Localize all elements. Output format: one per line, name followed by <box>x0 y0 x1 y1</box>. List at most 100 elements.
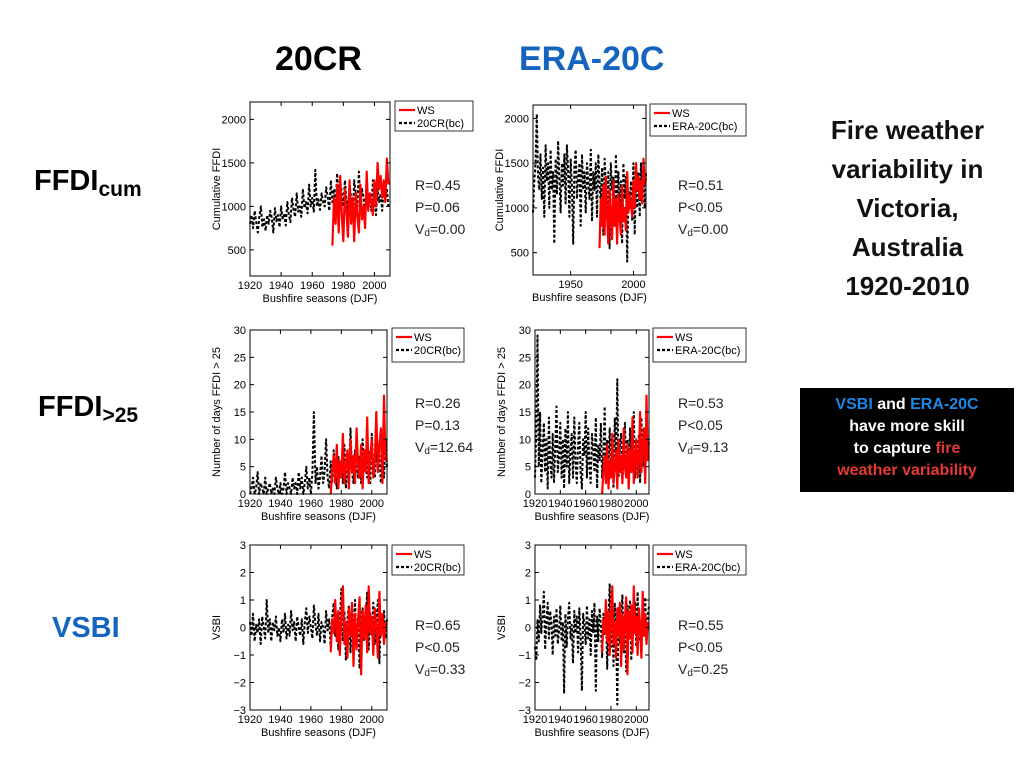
stat-r: R=0.55 <box>678 617 724 633</box>
legend-label-ws: WS <box>414 332 432 344</box>
x-tick-label: 1920 <box>238 280 262 292</box>
legend-box <box>394 100 474 132</box>
stat-r: R=0.65 <box>415 617 461 633</box>
y-tick-label: 2 <box>240 568 246 580</box>
series-ws-line <box>601 585 649 676</box>
axes-frame <box>532 104 647 276</box>
y-tick-label: 25 <box>234 352 246 364</box>
x-axis-label: Bushfire seasons (DJF) <box>261 727 376 739</box>
x-tick-label: 2000 <box>624 498 648 510</box>
y-tick-label: −2 <box>233 678 246 690</box>
legend-label-reanalysis: ERA-20C(bc) <box>675 345 740 357</box>
side-title-line: Australia <box>851 232 964 262</box>
y-tick-label: 3 <box>525 540 531 552</box>
x-tick-label: 2000 <box>362 280 386 292</box>
side-title-line: variability in <box>831 154 984 184</box>
y-tick-label: −3 <box>233 705 246 717</box>
y-axis-label: VSBI <box>211 615 223 640</box>
series-ws-line <box>598 157 646 249</box>
stat-vd: Vd=12.64 <box>415 439 474 457</box>
callout-era: ERA-20C <box>910 396 979 413</box>
callout-line-4: weather variability <box>837 462 977 479</box>
y-tick-label: 1 <box>240 595 246 607</box>
legend-box <box>649 103 747 137</box>
series-reanalysis-line <box>249 411 388 495</box>
series-reanalysis-line <box>532 112 647 263</box>
stats-p22: R=0.53 P<0.05 Vd=9.13 <box>678 392 728 463</box>
y-tick-label: 30 <box>234 325 246 337</box>
row-title-main: FFDI <box>34 165 99 197</box>
stats-p31: R=0.65 P<0.05 Vd=0.33 <box>415 614 465 685</box>
y-tick-label: 1000 <box>222 201 246 213</box>
series-ws-line <box>329 585 387 676</box>
y-axis-label: Number of days FFDI > 25 <box>496 347 508 477</box>
callout-line-1: VSBI and ERA-20C <box>804 394 1010 416</box>
x-tick-label: 1940 <box>548 714 572 726</box>
stat-p: P<0.05 <box>415 639 460 655</box>
stat-r: R=0.26 <box>415 395 461 411</box>
y-tick-label: 500 <box>228 245 246 257</box>
y-tick-label: 1500 <box>222 158 246 170</box>
stat-r: R=0.53 <box>678 395 724 411</box>
side-title-line: Victoria, <box>856 193 959 223</box>
x-axis-label: Bushfire seasons (DJF) <box>535 511 650 523</box>
callout-box: VSBI and ERA-20C have more skill to capt… <box>800 388 1014 492</box>
callout-fire: fire <box>935 440 961 457</box>
callout-vsbi: VSBI <box>835 396 873 413</box>
chart-vsbi-20cr: 1920 1940 1960 1980 2000 −3 −2 −1 0 1 2 3 Bushfire s… <box>211 540 465 739</box>
x-tick-label: 1950 <box>558 279 582 291</box>
side-title-line: Fire weather <box>830 115 985 145</box>
stat-p: P=0.06 <box>415 199 460 215</box>
legend-box <box>391 327 465 363</box>
x-tick-label: 1920 <box>523 714 547 726</box>
stat-vd: Vd=0.00 <box>415 221 466 239</box>
x-tick-label: 1960 <box>573 714 597 726</box>
y-tick-label: 15 <box>234 407 246 419</box>
stats-p11: R=0.45 P=0.06 Vd=0.00 <box>415 174 465 245</box>
chart-vsbi-era20c: 1920 1940 1960 1980 2000 −3 −2 −1 0 1 2 3 Bushfire s… <box>496 540 747 739</box>
callout-line-2: have more skill <box>849 418 965 435</box>
y-tick-label: 25 <box>519 352 531 364</box>
y-tick-label: 0 <box>240 489 246 501</box>
side-title: Fire weather variability in Victoria, Au… <box>800 111 1015 306</box>
x-tick-label: 1940 <box>268 714 292 726</box>
callout-and: and <box>872 396 911 413</box>
series-ws-line <box>329 394 387 495</box>
legend-box <box>652 544 747 576</box>
chart-ffdi-25-era20c: 1920 1940 1960 1980 2000 0 5 10 15 20 25 30 Bushfire… <box>496 325 747 523</box>
stat-p: P<0.05 <box>678 639 723 655</box>
x-tick-label: 1920 <box>238 498 262 510</box>
stat-p: P=0.13 <box>415 417 460 433</box>
series-reanalysis-line <box>249 588 388 670</box>
stat-p: P<0.05 <box>678 417 723 433</box>
stats-p32: R=0.55 P<0.05 Vd=0.25 <box>678 614 728 685</box>
y-tick-label: 5 <box>525 462 531 474</box>
legend-box <box>391 544 465 576</box>
stat-vd: Vd=0.00 <box>678 221 729 239</box>
x-tick-label: 2000 <box>624 714 648 726</box>
stat-p: P<0.05 <box>678 199 723 215</box>
y-tick-label: −1 <box>518 650 531 662</box>
series-reanalysis-line <box>534 334 650 490</box>
x-tick-label: 1940 <box>269 280 293 292</box>
axes-frame <box>249 101 391 277</box>
y-tick-label: 10 <box>234 434 246 446</box>
x-tick-label: 1960 <box>300 280 324 292</box>
y-tick-label: 5 <box>240 462 246 474</box>
legend-label-ws: WS <box>414 549 432 561</box>
x-tick-label: 1920 <box>238 714 262 726</box>
x-tick-label: 1960 <box>299 498 323 510</box>
legend-label-ws: WS <box>675 549 693 561</box>
x-axis-label: Bushfire seasons (DJF) <box>532 292 647 304</box>
y-tick-label: 30 <box>519 325 531 337</box>
y-tick-label: 1500 <box>505 158 529 170</box>
y-tick-label: 20 <box>234 380 246 392</box>
legend-label-reanalysis: 20CR(bc) <box>414 345 461 357</box>
x-tick-label: 1980 <box>331 280 355 292</box>
stat-r: R=0.51 <box>678 177 724 193</box>
row-title-ffdi-25: FFDI>25 <box>38 391 138 428</box>
y-tick-label: 2000 <box>505 113 529 125</box>
stats-p21: R=0.26 P=0.13 Vd=12.64 <box>415 392 473 463</box>
x-tick-label: 1940 <box>268 498 292 510</box>
